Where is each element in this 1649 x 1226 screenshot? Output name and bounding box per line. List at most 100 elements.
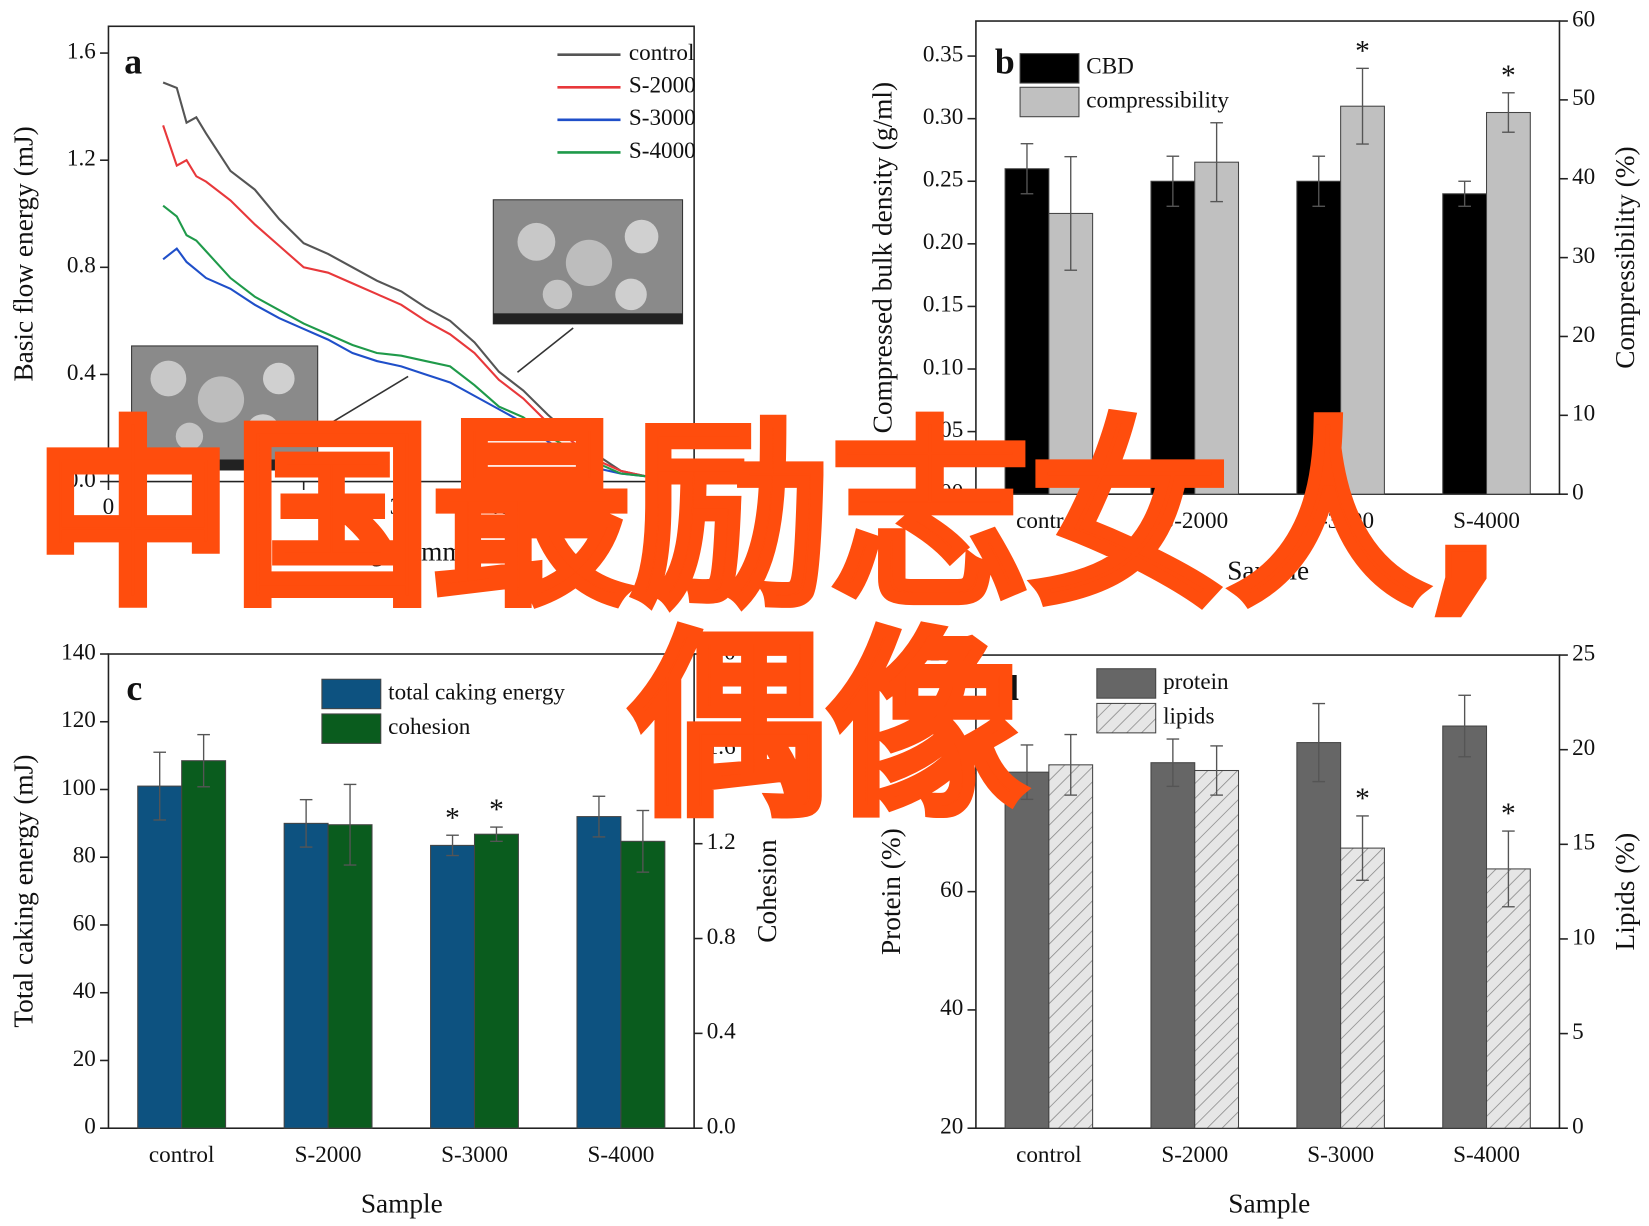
y-tick-label: 0.05 — [923, 417, 963, 443]
bar — [1485, 111, 1531, 495]
legend-label: lipids — [1163, 703, 1214, 729]
y-tick-label: 100 — [61, 775, 96, 801]
bar — [181, 760, 227, 1129]
bar — [327, 824, 373, 1129]
y-axis-label: Basic flow energy (mJ) — [9, 126, 39, 381]
significance-mark: * — [1355, 783, 1370, 815]
arrow — [330, 375, 409, 424]
y-tick-label: 80 — [940, 759, 963, 785]
y-tick-label: 0.15 — [923, 292, 963, 318]
y-tick-label: 0.8 — [67, 253, 96, 279]
legend-label: compressibility — [1086, 87, 1229, 113]
y2-tick-label: 25 — [1572, 640, 1595, 666]
panel-letter: c — [126, 668, 142, 708]
x-tick-label: 30 — [390, 494, 413, 520]
x-tick-label: S-3000 — [1307, 1142, 1374, 1168]
x-tick-label: 40 — [487, 494, 510, 520]
significance-mark: * — [1355, 35, 1370, 67]
bar — [137, 785, 183, 1129]
significance-mark: * — [1501, 60, 1516, 92]
bar — [1194, 769, 1240, 1129]
y-tick-label: 80 — [73, 843, 96, 869]
legend-label: protein — [1163, 669, 1229, 695]
bar — [1004, 771, 1050, 1129]
x-tick-label: 50 — [585, 494, 608, 520]
x-tick-label: S-3000 — [1307, 508, 1374, 534]
legend-label: S-4000 — [629, 138, 696, 164]
data-line — [162, 247, 646, 478]
x-tick-label: S-4000 — [588, 1142, 655, 1168]
x-tick-label: S-2000 — [1161, 508, 1228, 534]
panel-letter: d — [999, 668, 1019, 708]
y2-tick-label: 0 — [1572, 479, 1584, 505]
bar — [576, 816, 622, 1129]
legend-swatch — [1096, 702, 1157, 734]
bar — [1340, 847, 1385, 1129]
y-tick-label: 40 — [73, 978, 96, 1004]
y2-tick-label: 2.0 — [707, 639, 736, 665]
data-line — [162, 125, 646, 478]
y-axis-label: Compressed bulk density (g/ml) — [868, 82, 898, 433]
legend-swatch — [321, 713, 382, 744]
y2-tick-label: 50 — [1572, 85, 1595, 111]
y-tick-label: 40 — [940, 995, 963, 1021]
y-tick-label: 100 — [929, 640, 964, 666]
y-tick-label: 0.4 — [67, 360, 96, 386]
overlay-text: 偶像 — [629, 612, 1027, 844]
legend-label: S-2000 — [629, 73, 696, 99]
y2-tick-label: 1.6 — [707, 734, 736, 760]
y2-tick-label: 0.4 — [707, 1019, 736, 1045]
bar — [283, 822, 329, 1129]
y2-axis-label: Lipids (%) — [1610, 833, 1640, 951]
bar — [1485, 868, 1531, 1129]
legend-swatch — [321, 678, 382, 710]
x-tick-label: S-4000 — [1453, 508, 1520, 534]
y-tick-label: 0.10 — [923, 354, 963, 380]
x-tick-label: S-4000 — [1453, 1142, 1520, 1168]
bar — [1296, 742, 1342, 1129]
y-tick-label: 60 — [73, 910, 96, 936]
legend-swatch — [1019, 53, 1080, 84]
y-tick-label: 60 — [940, 877, 963, 903]
y2-tick-label: 5 — [1572, 1019, 1584, 1045]
charts: a Height (mm) Basic flow energy (mJ) 0.0 0.4… — [9, 6, 1640, 1218]
y2-axis-label: Compressibility (%) — [1610, 146, 1640, 368]
significance-mark: * — [445, 802, 460, 834]
x-tick-label: S-2000 — [295, 1142, 362, 1168]
panel-letter: a — [124, 41, 142, 81]
bar — [430, 844, 476, 1129]
y2-tick-label: 60 — [1572, 6, 1595, 32]
legend-label: cohesion — [388, 714, 471, 740]
legend-swatch — [1096, 668, 1157, 699]
y-tick-label: 140 — [61, 639, 96, 665]
overlay-text: 中国最励志女人, — [34, 402, 1504, 634]
x-axis-label: Sample — [1228, 1188, 1310, 1218]
bar — [1442, 725, 1488, 1129]
y2-tick-label: 0.8 — [707, 924, 736, 950]
y-axis-label: Protein (%) — [876, 828, 906, 955]
y-tick-label: 0.00 — [923, 479, 963, 505]
x-axis-label: Sample — [361, 1188, 443, 1218]
y-tick-label: 0.25 — [923, 167, 963, 193]
x-tick-label: 60 — [683, 494, 706, 520]
y-tick-label: 0.35 — [923, 41, 963, 67]
plot-frame — [107, 653, 695, 1130]
significance-mark: * — [1501, 798, 1516, 830]
y-tick-label: 0.30 — [923, 104, 963, 130]
x-tick-label: 10 — [195, 494, 218, 520]
y2-tick-label: 1.2 — [707, 829, 736, 855]
sem-image — [492, 199, 684, 325]
arrow — [516, 327, 574, 373]
y-tick-label: 1.2 — [67, 146, 96, 172]
y-tick-label: 20 — [940, 1114, 963, 1140]
y2-tick-label: 30 — [1572, 243, 1595, 269]
bar — [1340, 105, 1385, 495]
legend-swatch — [1019, 86, 1080, 118]
y2-tick-label: 20 — [1572, 735, 1595, 761]
panel-letter: b — [995, 41, 1015, 81]
y-tick-label: 20 — [73, 1046, 96, 1072]
x-tick-label: S-2000 — [1161, 1142, 1228, 1168]
y2-tick-label: 20 — [1572, 322, 1595, 348]
